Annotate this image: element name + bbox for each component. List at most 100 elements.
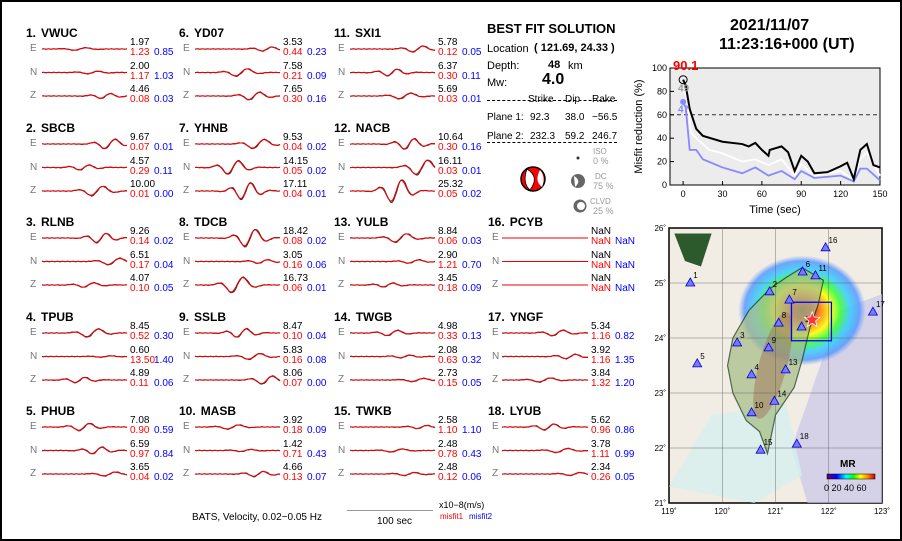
max-amplitude: 5.69 [438, 84, 458, 95]
blue-label: 47 [678, 104, 690, 115]
misfit2-value: 0.11 [462, 70, 481, 82]
focal-mechanism-area [520, 156, 587, 213]
synthetic-trace [350, 138, 436, 150]
component-label: Z [30, 185, 37, 196]
misfit2-value: 0.05 [615, 472, 635, 483]
max-amplitude: 16.11 [438, 155, 463, 167]
solution-title: BEST FIT SOLUTION [487, 21, 616, 36]
component-label: E [338, 421, 345, 432]
misfit1-value: 1.23 [130, 47, 150, 58]
station-title: 7. YHNB [179, 121, 228, 135]
misfit2-value: 0.05 [462, 378, 482, 389]
lat-tick-label: 25˚ [654, 279, 666, 288]
station-number: 9. [179, 310, 190, 324]
station-name: SSLB [194, 310, 227, 324]
location-value: ( 121.69, 24.33 ) [534, 42, 615, 54]
misfit1-value: 1.32 [591, 378, 611, 389]
synthetic-trace [502, 423, 588, 431]
component-label: N [30, 444, 38, 456]
misfit1-value: 0.10 [130, 283, 150, 294]
max-amplitude: 16.73 [283, 273, 309, 284]
mw-value: 4.0 [542, 71, 565, 88]
misfit1-value: 0.06 [283, 283, 303, 294]
station-waveforms [194, 424, 281, 478]
synthetic-trace [350, 179, 435, 202]
max-amplitude: 6.59 [130, 438, 150, 450]
station-triangle-icon [731, 337, 743, 347]
synthetic-trace [350, 233, 436, 243]
misfit2-value: 0.43 [307, 448, 327, 460]
station-waveforms [41, 328, 128, 384]
synthetic-trace [350, 68, 435, 77]
misfit1-value: 1.21 [438, 259, 458, 271]
station-triangle-icon [791, 438, 802, 448]
station-title: 14. TWGB [334, 310, 392, 324]
station-name: SBCB [41, 121, 76, 135]
misfit1-value: 0.01 [130, 189, 150, 200]
mainland-coast [674, 233, 712, 267]
misfit1-value: 0.97 [130, 448, 150, 460]
time-scale-bar [347, 510, 433, 511]
misfit2-value: NaN [615, 259, 636, 271]
max-amplitude: 2.90 [438, 249, 458, 261]
station-name: MASB [200, 404, 237, 418]
divider [487, 142, 617, 143]
station-title: 15. TWKB [334, 404, 392, 418]
synthetic-trace [350, 377, 435, 382]
misfit1-value: 1.16 [591, 354, 611, 366]
station-title: 12. NACB [334, 121, 390, 135]
component-label: Z [183, 90, 190, 101]
station-title: 13. YULB [334, 215, 388, 229]
peak-label: 90.1 [673, 58, 698, 73]
component-label: E [183, 138, 190, 149]
misfit2-value: 0.05 [462, 47, 482, 58]
location-label: Location [487, 43, 529, 55]
misfit1-value: 0.63 [438, 354, 458, 366]
misfit1-value: 0.05 [283, 165, 303, 177]
max-amplitude: 2.08 [438, 344, 458, 356]
misfit2-value: 0.01 [462, 94, 482, 105]
synthetic-trace [195, 91, 281, 101]
misfit1-value: 0.12 [438, 472, 458, 483]
misfit2-value: 1.10 [462, 425, 482, 436]
component-label: N [492, 444, 500, 456]
station-number: 4. [26, 310, 37, 324]
misfit2-value: 0.86 [615, 425, 635, 436]
misfit1-value: 1.10 [438, 425, 458, 436]
misfit1-value: 0.11 [130, 378, 149, 389]
synthetic-trace [42, 355, 128, 358]
max-amplitude: 4.98 [438, 321, 458, 332]
misfit1-value: 0.96 [591, 425, 611, 436]
misfit2-value: 0.02 [462, 189, 482, 200]
synthetic-trace [502, 377, 588, 383]
lon-tick-label: 123˚ [874, 507, 890, 516]
component-label: N [183, 66, 191, 78]
component-label: Z [492, 374, 499, 385]
station-number: 14. [334, 310, 351, 324]
station-waveforms [349, 137, 436, 204]
station-number: 16. [488, 215, 505, 229]
station-number: 17. [488, 310, 505, 324]
lat-tick-label: 21˚ [654, 499, 666, 508]
component-label: N [183, 350, 191, 362]
max-amplitude: 3.92 [283, 415, 303, 426]
component-label: Z [492, 279, 499, 290]
component-label: Z [30, 90, 37, 101]
misfit1-legend: misfit1 [440, 512, 464, 521]
misfit2-value: 0.84 [154, 448, 174, 460]
component-label: Z [338, 374, 345, 385]
station-title: 5. PHUB [26, 404, 75, 418]
search-box [790, 301, 833, 342]
station-map-label: 7 [792, 288, 797, 297]
max-amplitude: 4.66 [283, 462, 303, 473]
blue-peak-marker [680, 98, 687, 105]
header-rake: Rake [592, 94, 616, 105]
misfit1-value: 0.04 [130, 472, 150, 483]
station-waveforms [41, 46, 128, 99]
misfit2-value: 1.40 [154, 354, 174, 366]
station-title: 4. TPUB [26, 310, 74, 324]
station-map-label: 11 [818, 264, 827, 273]
synthetic-trace [350, 159, 436, 175]
misfit2-value: 0.32 [462, 354, 482, 366]
synthetic-trace [42, 138, 128, 149]
